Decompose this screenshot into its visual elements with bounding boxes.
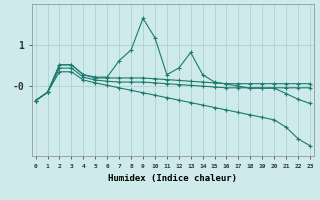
- X-axis label: Humidex (Indice chaleur): Humidex (Indice chaleur): [108, 174, 237, 183]
